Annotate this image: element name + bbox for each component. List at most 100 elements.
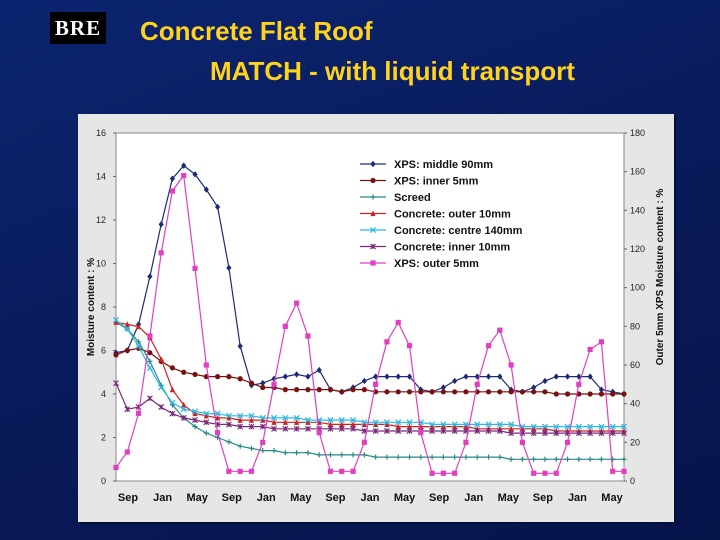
data-point — [485, 454, 492, 460]
slide-title-line1: Concrete Flat Roof — [140, 16, 373, 46]
data-point — [113, 352, 119, 358]
x-tick-label: Jan — [568, 492, 587, 504]
series-line-6 — [115, 173, 624, 474]
data-point — [192, 410, 198, 417]
data-point — [248, 423, 255, 430]
data-point — [305, 450, 311, 456]
y-tick-label: 12 — [96, 215, 106, 225]
data-point — [485, 343, 492, 349]
data-point — [147, 273, 153, 280]
data-point — [248, 468, 255, 474]
data-point — [203, 362, 209, 368]
data-point — [305, 419, 311, 425]
data-point — [485, 373, 492, 380]
data-point — [146, 395, 153, 402]
data-point — [463, 389, 469, 395]
data-point — [542, 456, 548, 462]
data-point — [203, 186, 209, 193]
data-point — [598, 423, 605, 430]
data-point — [305, 387, 311, 393]
data-point — [553, 456, 559, 462]
data-point — [609, 430, 616, 437]
data-point — [373, 373, 379, 380]
y2-tick-label: 100 — [630, 283, 645, 293]
data-point — [181, 369, 187, 375]
data-point — [226, 374, 232, 380]
data-point — [395, 319, 401, 326]
data-point — [135, 410, 142, 416]
data-point — [576, 373, 582, 380]
data-point — [576, 456, 582, 462]
data-point — [135, 339, 142, 345]
legend-label: XPS: middle 90mm — [394, 159, 493, 171]
x-tick-label: May — [498, 492, 520, 504]
data-point — [158, 404, 165, 411]
data-point — [508, 425, 514, 432]
data-point — [462, 421, 470, 428]
data-point — [370, 210, 376, 217]
data-point — [406, 419, 413, 426]
data-point — [531, 456, 537, 462]
data-point — [384, 454, 390, 460]
data-point — [259, 414, 266, 421]
data-point — [587, 423, 594, 430]
data-point — [542, 425, 548, 432]
data-point — [180, 406, 187, 413]
data-point — [214, 410, 221, 417]
data-point — [610, 468, 616, 474]
data-point — [440, 423, 446, 430]
data-point — [429, 427, 436, 434]
data-point — [496, 427, 503, 434]
data-point — [598, 430, 605, 437]
data-point — [406, 427, 413, 434]
data-point — [158, 356, 164, 362]
data-point — [395, 454, 401, 460]
moisture-chart: 0246810121416020406080100120140160180Sep… — [86, 128, 666, 504]
data-point — [191, 408, 199, 415]
data-point — [180, 414, 187, 421]
data-point — [158, 250, 164, 256]
data-point — [237, 417, 243, 423]
data-point — [294, 450, 300, 456]
x-tick-label: Sep — [533, 492, 553, 504]
data-point — [293, 425, 300, 432]
data-point — [339, 468, 345, 474]
data-point — [169, 175, 176, 182]
data-point — [497, 454, 503, 460]
data-point — [248, 380, 255, 386]
data-point — [113, 464, 119, 471]
data-point — [383, 427, 390, 434]
data-point — [260, 384, 266, 391]
data-point — [519, 456, 525, 462]
data-point — [370, 243, 376, 250]
data-point — [113, 319, 119, 325]
data-point — [361, 439, 367, 445]
y-tick-label: 16 — [96, 128, 106, 138]
data-point — [270, 414, 278, 421]
data-point — [553, 430, 560, 437]
data-point — [541, 423, 549, 430]
data-point — [418, 389, 424, 395]
data-point — [406, 423, 413, 430]
data-point — [621, 468, 627, 474]
y-tick-label: 14 — [96, 172, 106, 182]
data-point — [508, 421, 515, 428]
data-point — [553, 470, 559, 476]
data-point — [429, 423, 435, 430]
data-point — [215, 414, 221, 421]
x-tick-label: May — [290, 492, 312, 504]
data-point — [440, 427, 447, 434]
y-axis-label: Moisture content : % — [86, 258, 97, 356]
data-point — [452, 470, 458, 476]
data-point — [610, 456, 616, 462]
data-point — [124, 325, 131, 332]
y-tick-label: 0 — [101, 476, 106, 486]
y2-tick-label: 180 — [630, 128, 645, 138]
data-point — [553, 391, 559, 397]
data-point — [215, 374, 221, 380]
data-point — [429, 389, 435, 395]
data-point — [124, 321, 130, 327]
data-point — [418, 430, 424, 436]
y2-tick-label: 0 — [630, 476, 635, 486]
plot-area — [115, 132, 625, 482]
